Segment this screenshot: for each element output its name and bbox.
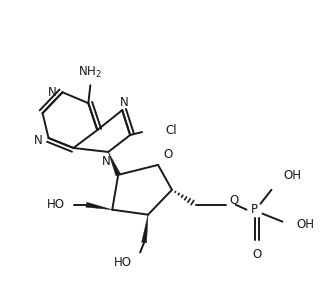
Text: OH: OH (283, 169, 301, 182)
Text: HO: HO (46, 198, 64, 211)
Text: N: N (34, 133, 43, 146)
Text: HO: HO (114, 256, 132, 269)
Text: O: O (252, 248, 261, 261)
Text: O: O (163, 148, 172, 162)
Text: P: P (251, 203, 258, 216)
Text: N: N (102, 155, 111, 168)
Text: OH: OH (296, 218, 314, 231)
Text: O: O (230, 194, 239, 207)
Polygon shape (108, 152, 120, 176)
Polygon shape (86, 202, 112, 210)
Text: Cl: Cl (165, 124, 176, 137)
Polygon shape (142, 215, 148, 243)
Text: NH$_2$: NH$_2$ (79, 65, 102, 80)
Text: N: N (48, 86, 57, 99)
Text: N: N (120, 96, 128, 109)
